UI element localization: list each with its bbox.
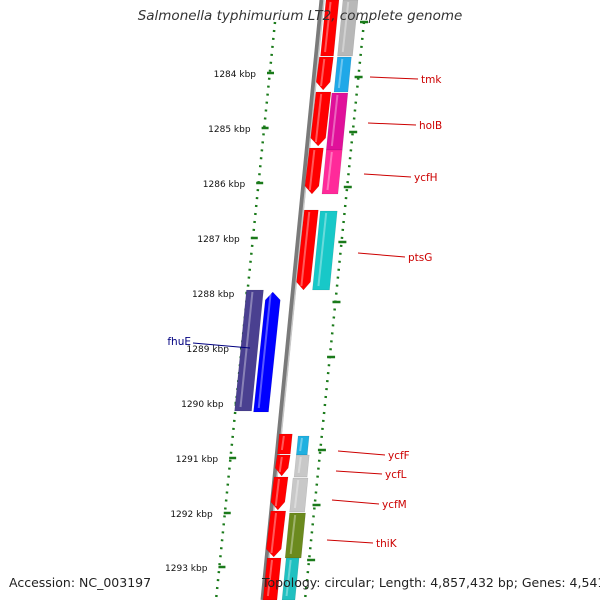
label-leader-line bbox=[331, 499, 380, 505]
gene-block-shine bbox=[278, 456, 283, 473]
cog-block-shine bbox=[341, 1, 350, 53]
gene-block bbox=[274, 454, 291, 477]
gene-block-shine bbox=[324, 1, 332, 53]
label-leader-line bbox=[367, 122, 417, 126]
tick-label: 1292 kbp bbox=[170, 510, 213, 520]
cog-block bbox=[333, 56, 352, 93]
cog-block-shine bbox=[289, 514, 297, 555]
tick-label: 1286 kbp bbox=[203, 180, 246, 190]
fhuE-gene-block-shine bbox=[257, 293, 272, 409]
gene-label-ycfM: ycfM bbox=[382, 499, 407, 511]
kbp-ticks: 1284 kbp 1285 kbp 1286 kbp 1287 kbp 1288 kbp… bbox=[165, 20, 368, 574]
gene-block-shine bbox=[308, 149, 316, 191]
label-leader-line bbox=[337, 450, 386, 456]
tick-label: 1289 kbp bbox=[187, 345, 230, 355]
outer-dotted-guide bbox=[303, 21, 366, 601]
gene-block-shine bbox=[274, 478, 280, 507]
tick-label: 1284 kbp bbox=[214, 70, 257, 80]
cog-block-shine bbox=[297, 456, 302, 474]
gene-label-fhuE: fhuE bbox=[167, 336, 191, 348]
gene-block-shine bbox=[300, 211, 311, 287]
gene-labels: tmk holB ycfH ptsG fhuE ycfF ycfL ycfM thiK bbox=[167, 74, 442, 550]
cog-block-shine bbox=[337, 58, 344, 89]
inner-dotted-guide bbox=[214, 21, 277, 601]
tick-label: 1287 kbp bbox=[197, 235, 240, 245]
map-title: Salmonella typhimurium LT2, complete gen… bbox=[137, 8, 463, 24]
cog-block bbox=[321, 149, 343, 195]
gene-block bbox=[304, 147, 324, 195]
gene-label-ptsG: ptsG bbox=[408, 252, 432, 264]
cog-block-shine bbox=[299, 437, 303, 452]
gene-block bbox=[270, 476, 289, 511]
gene-label-ycfF: ycfF bbox=[388, 450, 410, 462]
gene-block bbox=[310, 91, 332, 147]
gene-label-tmk: tmk bbox=[421, 74, 442, 86]
gene-block bbox=[296, 209, 319, 291]
cog-block-shine bbox=[293, 479, 300, 509]
gene-block-shine bbox=[320, 58, 326, 87]
dotted-guides bbox=[214, 21, 366, 601]
gene-block-shine bbox=[280, 435, 285, 451]
fhuE-cog-block bbox=[234, 289, 264, 412]
topology-text: Topology: circular; Length: 4,857,432 bp… bbox=[262, 575, 600, 590]
cog-block bbox=[289, 477, 309, 513]
cog-block-shine bbox=[330, 94, 339, 147]
gene-block-shine bbox=[314, 93, 323, 143]
tick-label: 1285 kbp bbox=[208, 125, 251, 135]
gene-label-thiK: thiK bbox=[376, 538, 398, 550]
gene-block-shine bbox=[266, 559, 274, 597]
label-leader-line bbox=[369, 76, 419, 80]
gene-label-ycfH: ycfH bbox=[414, 172, 438, 184]
tick-label: 1290 kbp bbox=[181, 400, 224, 410]
tick-label: 1288 kbp bbox=[192, 290, 235, 300]
gene-block bbox=[320, 0, 340, 57]
fhuE-gene-block bbox=[253, 291, 281, 413]
gene-block-shine bbox=[270, 512, 277, 554]
gene-block bbox=[277, 433, 293, 455]
label-leader-line bbox=[357, 252, 406, 258]
cog-block bbox=[293, 454, 310, 478]
label-leader-line bbox=[335, 470, 383, 475]
cog-block bbox=[337, 0, 359, 57]
cog-block-shine bbox=[317, 212, 328, 287]
label-leader-line bbox=[326, 539, 374, 544]
gene-label-ycfL: ycfL bbox=[385, 469, 407, 481]
gene-features bbox=[234, 0, 359, 601]
tick-label: 1293 kbp bbox=[165, 564, 208, 574]
gene-label-holB: holB bbox=[419, 120, 442, 132]
accession-text: Accession: NC_003197 bbox=[9, 575, 152, 590]
cog-block-shine bbox=[326, 151, 333, 191]
gene-block bbox=[265, 510, 287, 558]
cog-block-shine bbox=[285, 559, 292, 597]
fhuE-cog-block-shine bbox=[239, 291, 254, 408]
label-leader-line bbox=[363, 173, 412, 178]
cog-block bbox=[284, 512, 306, 559]
gene-block bbox=[315, 56, 334, 91]
label-leader-line bbox=[192, 342, 251, 349]
cog-block bbox=[312, 210, 338, 291]
tick-label: 1291 kbp bbox=[176, 455, 219, 465]
